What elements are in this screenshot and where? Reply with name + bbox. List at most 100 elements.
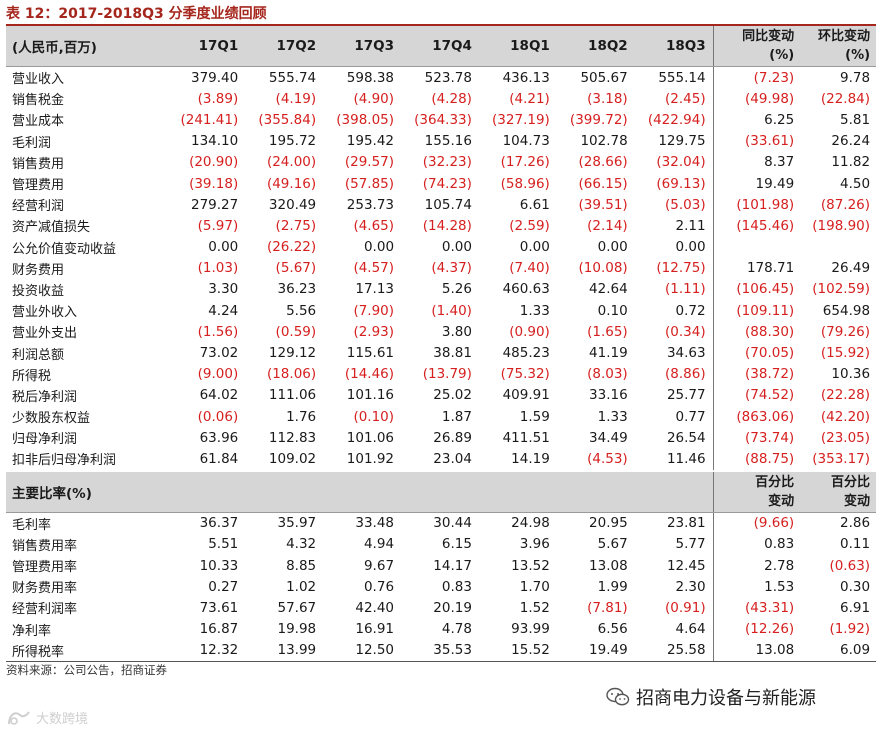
cell-value: (74.23) <box>422 175 472 192</box>
row-label: 归母净利润 <box>12 432 78 448</box>
quarterly-results-table: (人民币,百万) 17Q1 17Q2 17Q3 17Q4 18Q1 18Q2 1… <box>6 24 876 662</box>
row-label: 财务费用 <box>12 262 65 278</box>
cell-qoq: 5.81 <box>839 111 871 128</box>
cell-value: 36.23 <box>277 281 317 298</box>
cell-qoq: (15.92) <box>820 345 871 362</box>
cell-value: 3.80 <box>441 323 472 340</box>
cell-value: 411.51 <box>502 429 550 446</box>
cell-value: 279.27 <box>191 196 239 213</box>
cell-qoq: (102.59) <box>812 281 871 298</box>
table-row: 营业成本 (241.41) (355.84) (398.05) (364.33) (327… <box>6 109 876 131</box>
header-quarter: 17Q2 <box>276 38 317 54</box>
row-label: 资产减值损失 <box>12 220 91 236</box>
table-row: 管理费用率 10.33 8.85 9.67 14.17 13.52 13.08 12.45 2.… <box>6 554 876 577</box>
watermark-text: 大数跨境 <box>36 712 89 727</box>
cell-yoy: 0.83 <box>712 533 799 555</box>
table-row: 经营利润率 73.61 57.67 42.40 20.19 1.52 (7.81) (0.91… <box>6 597 876 619</box>
cell-value: (4.28) <box>431 90 472 107</box>
cell-value: 14.17 <box>433 557 472 574</box>
cell-value: 109.02 <box>268 450 317 467</box>
cell-yoy: 2.78 <box>712 554 799 577</box>
cell-yoy: 19.49 <box>712 172 799 195</box>
cell-value: 35.97 <box>277 515 317 532</box>
cell-value: (2.59) <box>509 217 550 234</box>
cell-value: 0.00 <box>441 239 472 256</box>
cell-yoy: 178.71 <box>712 257 799 279</box>
cell-value: (0.06) <box>197 408 239 425</box>
cell-value: 57.67 <box>277 599 317 616</box>
row-label: 营业外收入 <box>12 305 78 321</box>
cell-value: 460.63 <box>502 281 550 298</box>
cell-value: 5.77 <box>675 536 706 553</box>
cell-value: 33.16 <box>589 387 628 404</box>
table-row: 资产减值损失 (5.97) (2.75) (4.65) (14.28) (2.59) (2.… <box>6 215 876 237</box>
cell-value: 20.19 <box>433 599 472 616</box>
table-row: 投资收益 3.30 36.23 17.13 5.26 460.63 42.64 (1.11) (… <box>6 278 876 301</box>
table-row: 扣非后归母净利润 61.84 109.02 101.92 23.04 14.19 (4.53… <box>6 448 876 470</box>
cell-qoq: 2.86 <box>839 515 871 532</box>
cell-value: (5.97) <box>197 217 239 234</box>
cell-value: 0.77 <box>675 408 706 425</box>
cell-value: 555.14 <box>658 69 706 86</box>
cell-value: 3.30 <box>208 281 239 298</box>
cell-value: 4.24 <box>208 302 239 319</box>
cell-value: 19.49 <box>589 642 628 659</box>
ratios-header-row: 主要比率(%) 百分比变动 百分比变动 <box>6 471 876 513</box>
table-row: 归母净利润 63.96 112.83 101.06 26.89 411.51 34.49 26… <box>6 427 876 449</box>
cell-value: 115.61 <box>346 345 395 362</box>
cell-qoq: 4.50 <box>839 175 871 192</box>
row-label: 少数股东权益 <box>12 411 91 427</box>
cell-value: (0.59) <box>275 323 317 340</box>
cell-yoy: 6.25 <box>712 109 799 131</box>
row-label: 所得税率 <box>12 644 65 660</box>
cell-value: 1.59 <box>519 408 550 425</box>
cell-value: 134.10 <box>191 133 239 150</box>
cell-value: 101.06 <box>346 429 395 446</box>
cell-value: (26.22) <box>266 239 317 256</box>
cell-qoq: 11.82 <box>831 154 871 171</box>
cell-yoy: (7.23) <box>712 67 799 89</box>
cell-yoy: (863.06) <box>712 406 799 428</box>
cell-value: 11.46 <box>666 450 706 467</box>
cell-value: 4.64 <box>675 621 706 638</box>
cell-value: 0.83 <box>441 578 472 595</box>
cell-value: (39.18) <box>189 175 239 192</box>
cell-value: 1.87 <box>441 408 472 425</box>
cell-value: 13.08 <box>589 557 628 574</box>
cell-value: (17.26) <box>500 154 550 171</box>
row-label: 利润总额 <box>12 347 65 363</box>
cell-value: (2.93) <box>353 323 395 340</box>
table-row: 销售税金 (3.89) (4.19) (4.90) (4.28) (4.21) (3.18)… <box>6 88 876 110</box>
table-row: 毛利率 36.37 35.97 33.48 30.44 24.98 20.95 23.81 (9… <box>6 512 876 534</box>
header-label: (人民币,百万) <box>12 40 97 56</box>
cell-value: (58.96) <box>500 175 550 192</box>
cell-value: 42.40 <box>355 599 395 616</box>
table-row: 销售费用率 5.51 4.32 4.94 6.15 3.96 5.67 5.77 0.83 0.1… <box>6 533 876 555</box>
cell-yoy: (12.26) <box>712 618 799 640</box>
table-row: 营业收入 379.40 555.74 598.38 523.78 436.13 505.67… <box>6 67 876 89</box>
cell-value: (4.90) <box>353 90 395 107</box>
cell-value: 102.78 <box>580 133 628 150</box>
cell-value: (24.00) <box>266 154 317 171</box>
cell-value: (4.19) <box>275 90 317 107</box>
cell-qoq: (353.17) <box>812 450 871 467</box>
cell-value: 12.32 <box>199 642 239 659</box>
cell-value: 25.58 <box>666 642 706 659</box>
cell-yoy: (145.46) <box>712 215 799 237</box>
cell-value: 61.84 <box>199 450 239 467</box>
cell-value: (49.16) <box>266 175 317 192</box>
table-row: 管理费用 (39.18) (49.16) (57.85) (74.23) (58.96) (… <box>6 172 876 195</box>
cell-qoq: 0.30 <box>839 578 871 595</box>
row-label: 经营利润 <box>12 199 65 215</box>
cell-value: (398.05) <box>336 111 395 128</box>
table-row: 净利率 16.87 19.98 16.91 4.78 93.99 6.56 4.64 (12.2… <box>6 618 876 640</box>
row-label: 投资收益 <box>12 283 65 299</box>
cell-value: 73.61 <box>199 599 239 616</box>
cell-value: (355.84) <box>258 111 317 128</box>
cell-qoq: 26.24 <box>831 133 871 150</box>
cell-value: (399.72) <box>569 111 628 128</box>
cell-value: 30.44 <box>433 515 472 532</box>
row-label: 公允价值变动收益 <box>12 241 117 257</box>
row-label: 营业收入 <box>12 72 65 88</box>
cell-qoq: 6.91 <box>839 599 871 616</box>
